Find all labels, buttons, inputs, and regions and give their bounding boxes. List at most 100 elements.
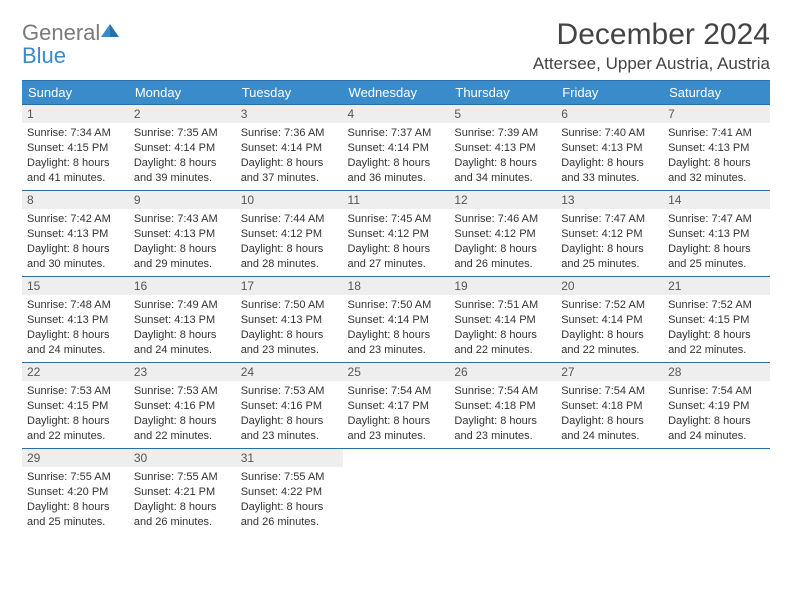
sunset-line: Sunset: 4:14 PM	[561, 313, 658, 328]
daylight-line: Daylight: 8 hours and 41 minutes.	[27, 156, 124, 186]
daylight-line: Daylight: 8 hours and 23 minutes.	[241, 414, 338, 444]
sunset-line: Sunset: 4:20 PM	[27, 485, 124, 500]
sunrise-line: Sunrise: 7:53 AM	[134, 384, 231, 399]
day-number: 29	[22, 449, 129, 467]
daylight-line: Daylight: 8 hours and 24 minutes.	[668, 414, 765, 444]
title-block: December 2024 Attersee, Upper Austria, A…	[533, 18, 770, 74]
calendar-day-cell: 8Sunrise: 7:42 AMSunset: 4:13 PMDaylight…	[22, 191, 129, 277]
day-details: Sunrise: 7:34 AMSunset: 4:15 PMDaylight:…	[22, 123, 129, 189]
day-number: 21	[663, 277, 770, 295]
day-details: Sunrise: 7:48 AMSunset: 4:13 PMDaylight:…	[22, 295, 129, 361]
day-number: 3	[236, 105, 343, 123]
day-details: Sunrise: 7:36 AMSunset: 4:14 PMDaylight:…	[236, 123, 343, 189]
day-details: Sunrise: 7:53 AMSunset: 4:15 PMDaylight:…	[22, 381, 129, 447]
day-details: Sunrise: 7:44 AMSunset: 4:12 PMDaylight:…	[236, 209, 343, 275]
daylight-line: Daylight: 8 hours and 32 minutes.	[668, 156, 765, 186]
sunrise-line: Sunrise: 7:47 AM	[668, 212, 765, 227]
daylight-line: Daylight: 8 hours and 23 minutes.	[348, 328, 445, 358]
day-number: 15	[22, 277, 129, 295]
weekday-header: Monday	[129, 81, 236, 105]
day-number: 17	[236, 277, 343, 295]
day-number: 8	[22, 191, 129, 209]
day-details: Sunrise: 7:45 AMSunset: 4:12 PMDaylight:…	[343, 209, 450, 275]
sunset-line: Sunset: 4:19 PM	[668, 399, 765, 414]
sunrise-line: Sunrise: 7:34 AM	[27, 126, 124, 141]
daylight-line: Daylight: 8 hours and 26 minutes.	[454, 242, 551, 272]
weekday-header: Friday	[556, 81, 663, 105]
calendar-day-cell: 18Sunrise: 7:50 AMSunset: 4:14 PMDayligh…	[343, 277, 450, 363]
daylight-line: Daylight: 8 hours and 22 minutes.	[454, 328, 551, 358]
sunset-line: Sunset: 4:16 PM	[134, 399, 231, 414]
calendar-day-cell: 14Sunrise: 7:47 AMSunset: 4:13 PMDayligh…	[663, 191, 770, 277]
sunset-line: Sunset: 4:13 PM	[134, 227, 231, 242]
day-number: 2	[129, 105, 236, 123]
sunrise-line: Sunrise: 7:55 AM	[27, 470, 124, 485]
calendar-day-cell	[663, 449, 770, 535]
weekday-header: Tuesday	[236, 81, 343, 105]
calendar-day-cell: 27Sunrise: 7:54 AMSunset: 4:18 PMDayligh…	[556, 363, 663, 449]
sunrise-line: Sunrise: 7:45 AM	[348, 212, 445, 227]
sunset-line: Sunset: 4:18 PM	[561, 399, 658, 414]
day-details: Sunrise: 7:54 AMSunset: 4:17 PMDaylight:…	[343, 381, 450, 447]
location-subtitle: Attersee, Upper Austria, Austria	[533, 54, 770, 74]
daylight-line: Daylight: 8 hours and 25 minutes.	[27, 500, 124, 530]
day-details: Sunrise: 7:47 AMSunset: 4:12 PMDaylight:…	[556, 209, 663, 275]
calendar-week-row: 22Sunrise: 7:53 AMSunset: 4:15 PMDayligh…	[22, 363, 770, 449]
weekday-header-row: SundayMondayTuesdayWednesdayThursdayFrid…	[22, 81, 770, 105]
calendar-day-cell	[343, 449, 450, 535]
sunset-line: Sunset: 4:13 PM	[241, 313, 338, 328]
daylight-line: Daylight: 8 hours and 24 minutes.	[27, 328, 124, 358]
day-details: Sunrise: 7:50 AMSunset: 4:14 PMDaylight:…	[343, 295, 450, 361]
calendar-day-cell: 9Sunrise: 7:43 AMSunset: 4:13 PMDaylight…	[129, 191, 236, 277]
calendar-day-cell: 7Sunrise: 7:41 AMSunset: 4:13 PMDaylight…	[663, 105, 770, 191]
day-details: Sunrise: 7:46 AMSunset: 4:12 PMDaylight:…	[449, 209, 556, 275]
sunrise-line: Sunrise: 7:35 AM	[134, 126, 231, 141]
day-number: 23	[129, 363, 236, 381]
day-number: 1	[22, 105, 129, 123]
daylight-line: Daylight: 8 hours and 30 minutes.	[27, 242, 124, 272]
daylight-line: Daylight: 8 hours and 37 minutes.	[241, 156, 338, 186]
logo-sail-icon	[101, 24, 110, 37]
sunset-line: Sunset: 4:13 PM	[668, 227, 765, 242]
calendar-day-cell: 6Sunrise: 7:40 AMSunset: 4:13 PMDaylight…	[556, 105, 663, 191]
day-number: 12	[449, 191, 556, 209]
daylight-line: Daylight: 8 hours and 23 minutes.	[454, 414, 551, 444]
day-details: Sunrise: 7:35 AMSunset: 4:14 PMDaylight:…	[129, 123, 236, 189]
sunrise-line: Sunrise: 7:37 AM	[348, 126, 445, 141]
day-details: Sunrise: 7:54 AMSunset: 4:19 PMDaylight:…	[663, 381, 770, 447]
calendar-day-cell: 31Sunrise: 7:55 AMSunset: 4:22 PMDayligh…	[236, 449, 343, 535]
sunrise-line: Sunrise: 7:51 AM	[454, 298, 551, 313]
sunset-line: Sunset: 4:15 PM	[27, 141, 124, 156]
calendar-day-cell	[556, 449, 663, 535]
calendar-table: SundayMondayTuesdayWednesdayThursdayFrid…	[22, 80, 770, 535]
sunrise-line: Sunrise: 7:48 AM	[27, 298, 124, 313]
sunset-line: Sunset: 4:13 PM	[561, 141, 658, 156]
calendar-day-cell: 22Sunrise: 7:53 AMSunset: 4:15 PMDayligh…	[22, 363, 129, 449]
day-details: Sunrise: 7:39 AMSunset: 4:13 PMDaylight:…	[449, 123, 556, 189]
daylight-line: Daylight: 8 hours and 26 minutes.	[134, 500, 231, 530]
brand-logo: General Blue	[22, 18, 119, 68]
day-number: 10	[236, 191, 343, 209]
sunrise-line: Sunrise: 7:50 AM	[241, 298, 338, 313]
day-details: Sunrise: 7:52 AMSunset: 4:14 PMDaylight:…	[556, 295, 663, 361]
day-details: Sunrise: 7:55 AMSunset: 4:21 PMDaylight:…	[129, 467, 236, 533]
sunrise-line: Sunrise: 7:40 AM	[561, 126, 658, 141]
brand-general: General	[22, 20, 100, 45]
daylight-line: Daylight: 8 hours and 33 minutes.	[561, 156, 658, 186]
sunset-line: Sunset: 4:15 PM	[27, 399, 124, 414]
sunset-line: Sunset: 4:12 PM	[348, 227, 445, 242]
daylight-line: Daylight: 8 hours and 28 minutes.	[241, 242, 338, 272]
day-details: Sunrise: 7:52 AMSunset: 4:15 PMDaylight:…	[663, 295, 770, 361]
calendar-day-cell: 1Sunrise: 7:34 AMSunset: 4:15 PMDaylight…	[22, 105, 129, 191]
calendar-day-cell: 5Sunrise: 7:39 AMSunset: 4:13 PMDaylight…	[449, 105, 556, 191]
day-number: 4	[343, 105, 450, 123]
calendar-day-cell: 20Sunrise: 7:52 AMSunset: 4:14 PMDayligh…	[556, 277, 663, 363]
calendar-day-cell: 12Sunrise: 7:46 AMSunset: 4:12 PMDayligh…	[449, 191, 556, 277]
day-details: Sunrise: 7:54 AMSunset: 4:18 PMDaylight:…	[556, 381, 663, 447]
day-details: Sunrise: 7:51 AMSunset: 4:14 PMDaylight:…	[449, 295, 556, 361]
sunset-line: Sunset: 4:14 PM	[241, 141, 338, 156]
day-details: Sunrise: 7:40 AMSunset: 4:13 PMDaylight:…	[556, 123, 663, 189]
daylight-line: Daylight: 8 hours and 27 minutes.	[348, 242, 445, 272]
calendar-day-cell: 11Sunrise: 7:45 AMSunset: 4:12 PMDayligh…	[343, 191, 450, 277]
calendar-week-row: 15Sunrise: 7:48 AMSunset: 4:13 PMDayligh…	[22, 277, 770, 363]
